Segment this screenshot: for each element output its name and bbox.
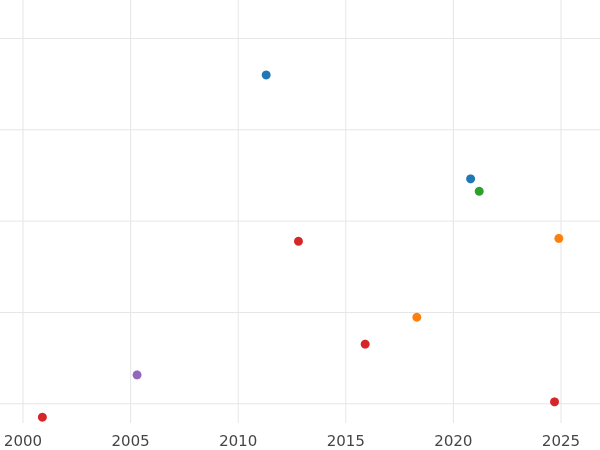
data-point (412, 312, 422, 322)
data-point (132, 370, 142, 380)
x-tick-label: 2005 (112, 432, 150, 450)
data-point (466, 174, 476, 184)
x-tick-label: 2025 (542, 432, 580, 450)
grid (0, 0, 600, 423)
data-point (550, 397, 560, 407)
x-tick-label: 2015 (327, 432, 365, 450)
data-point (293, 236, 303, 246)
data-point (554, 233, 564, 243)
data-point (261, 70, 271, 80)
x-tick-label: 2000 (4, 432, 42, 450)
data-point (360, 339, 370, 349)
x-tick-label: 2010 (219, 432, 257, 450)
x-tick-label: 2020 (434, 432, 472, 450)
data-point (474, 186, 484, 196)
points (37, 70, 564, 422)
data-point (37, 412, 47, 422)
x-axis-tick-labels: 2000 2005 2010 2015 2020 2025 (4, 432, 580, 450)
